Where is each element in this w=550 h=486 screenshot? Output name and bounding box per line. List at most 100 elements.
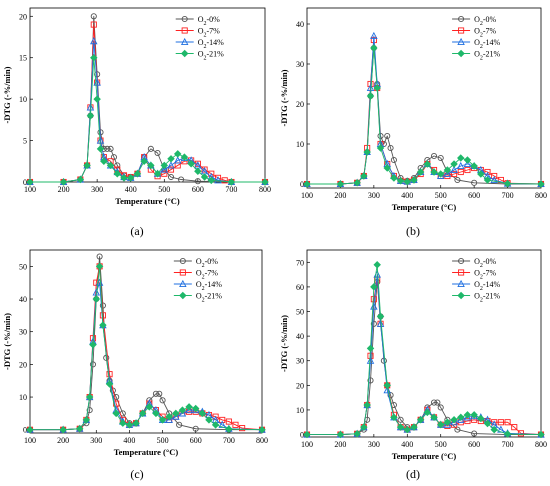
- y-tick-label: 20: [19, 12, 27, 21]
- legend-swatch-marker: [457, 291, 465, 300]
- series-line: [30, 265, 263, 431]
- data-point: [178, 176, 185, 183]
- data-point: [416, 168, 425, 176]
- data-point: [208, 170, 215, 177]
- data-point: [85, 393, 94, 401]
- data-point: [434, 399, 441, 406]
- x-tick-label: 500: [435, 440, 447, 449]
- series-o2-0-: [26, 253, 266, 433]
- x-tick-label: 100: [301, 191, 313, 200]
- data-point: [477, 170, 485, 178]
- data-point: [158, 416, 167, 424]
- x-tick-label: 400: [401, 191, 413, 200]
- data-point: [95, 262, 104, 271]
- data-point: [370, 283, 378, 291]
- y-tick-label: 40: [296, 332, 304, 341]
- data-point: [194, 178, 201, 185]
- legend-swatch-marker: [458, 269, 465, 276]
- y-tick-label: 15: [19, 54, 27, 63]
- y-tick-label: 10: [19, 95, 27, 104]
- data-point: [172, 412, 180, 420]
- data-point: [125, 421, 134, 429]
- data-point: [437, 404, 444, 411]
- data-point: [450, 416, 458, 424]
- x-tick-label: 400: [401, 440, 413, 449]
- y-tick-label: 0: [300, 431, 304, 440]
- data-point: [537, 180, 545, 188]
- data-point: [145, 403, 154, 411]
- data-point: [537, 430, 545, 439]
- data-point: [353, 179, 361, 187]
- data-point: [383, 386, 391, 394]
- y-tick-label: 40: [19, 295, 27, 304]
- plot-frame: [306, 7, 542, 189]
- data-point: [436, 420, 445, 429]
- data-point: [99, 302, 106, 309]
- data-point: [258, 425, 266, 434]
- legend-swatch-marker: [458, 15, 465, 23]
- x-tick-label: 300: [91, 185, 103, 194]
- legend-label: O2-7%: [474, 269, 496, 281]
- series-o2-0-: [26, 13, 269, 186]
- data-point: [383, 164, 391, 172]
- data-point: [403, 425, 412, 434]
- x-tick-label: 600: [468, 440, 480, 449]
- data-point: [366, 356, 375, 364]
- y-tick-label: 20: [19, 360, 27, 369]
- data-point: [376, 319, 385, 327]
- data-point: [397, 416, 404, 423]
- y-axis-label: -DTG (-%/min): [279, 315, 289, 372]
- data-point: [173, 150, 182, 158]
- legend-label: O2-0%: [196, 257, 218, 269]
- data-point: [503, 430, 512, 438]
- data-point: [451, 170, 458, 178]
- data-point: [89, 341, 97, 349]
- data-point: [159, 397, 166, 404]
- x-axis-label: Temperature (°C): [114, 447, 179, 457]
- data-point: [490, 175, 498, 184]
- x-tick-label: 800: [256, 436, 268, 445]
- data-point: [218, 420, 226, 428]
- legend-swatch-marker: [180, 37, 189, 46]
- data-point: [172, 409, 180, 418]
- data-point: [86, 111, 95, 120]
- data-point: [100, 157, 108, 166]
- data-point: [463, 159, 472, 168]
- y-tick-label: 10: [296, 140, 304, 149]
- x-tick-label: 600: [192, 185, 204, 194]
- legend-swatch-marker: [457, 279, 465, 288]
- data-point: [353, 430, 361, 438]
- data-point: [430, 152, 438, 160]
- chart-panel-b: 100 200 300 400 500 600 700 800 0 10 20 30 40 Tempera…: [279, 7, 547, 238]
- series-o2-0-: [303, 44, 545, 188]
- data-point: [214, 176, 222, 184]
- data-point: [463, 156, 472, 164]
- x-axis-label: Temperature (°C): [392, 451, 457, 461]
- series-line: [30, 15, 265, 183]
- y-tick-label: 30: [296, 357, 304, 366]
- data-point: [92, 295, 101, 303]
- plot-frame: [29, 7, 266, 183]
- data-point: [261, 178, 269, 186]
- data-point: [490, 425, 498, 434]
- series-line: [30, 40, 265, 183]
- x-tick-label: 700: [223, 436, 235, 445]
- data-point: [303, 180, 311, 188]
- data-point: [370, 320, 377, 327]
- legend-swatch-marker: [457, 37, 465, 46]
- data-point: [303, 430, 311, 439]
- y-tick-label: 10: [296, 406, 304, 415]
- data-point: [376, 312, 385, 321]
- data-point: [90, 21, 97, 28]
- data-point: [26, 425, 34, 434]
- legend: O2-0%O2-7%O2-14%O2-21%: [452, 257, 501, 304]
- data-point: [396, 177, 405, 185]
- plot-frame: [29, 249, 263, 434]
- x-tick-label: 700: [502, 440, 514, 449]
- x-axis-label: Temperature (°C): [115, 196, 180, 206]
- data-point: [96, 145, 105, 153]
- data-point: [360, 172, 368, 180]
- legend-swatch-marker: [179, 269, 186, 276]
- x-tick-label: 800: [535, 440, 547, 449]
